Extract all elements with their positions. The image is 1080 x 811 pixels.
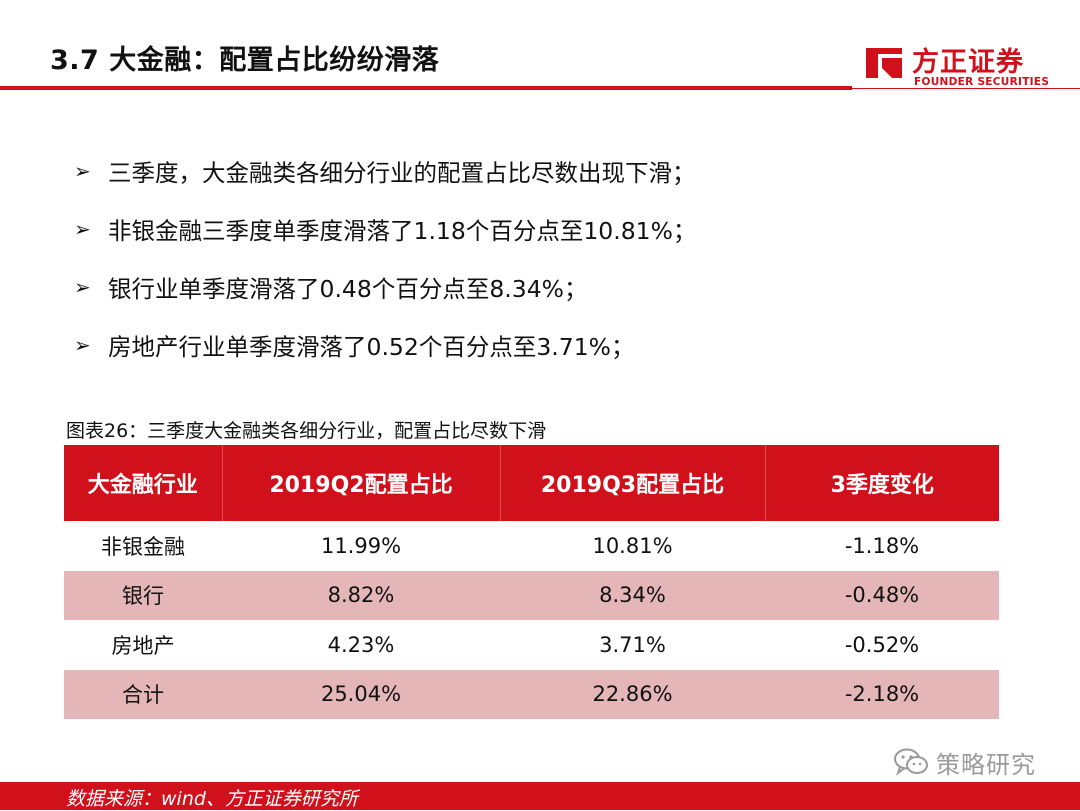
cell-q3-share: 10.81% [592, 533, 673, 558]
cell-q2-share: 25.04% [222, 669, 500, 719]
arrow-right-icon: ➢ [74, 333, 91, 357]
logo-name-en: FOUNDER SECURITIES [914, 76, 1050, 88]
table-caption: 图表26：三季度大金融类各细分行业，配置占比尽数下滑 [66, 420, 547, 442]
logo-name-cn: 方正证券 [912, 47, 1024, 78]
bullet-item: ➢ 三季度，大金融类各细分行业的配置占比尽数出现下滑； [74, 142, 696, 200]
bullet-text: 非银金融三季度单季度滑落了1.18个百分点至10.81%； [108, 217, 697, 245]
cell-industry: 非银金融 [101, 534, 185, 559]
cell-change: -0.48% [765, 570, 999, 620]
header-q3-share: 2019Q3配置占比 [500, 445, 766, 521]
allocation-table: 大金融行业 2019Q2配置占比 2019Q3配置占比 3季度变化 非银金融 1… [64, 445, 999, 719]
arrow-right-icon: ➢ [74, 217, 91, 241]
cell-q3-share: 22.86% [500, 669, 765, 719]
cell-q2-share: 4.23% [327, 632, 395, 657]
wechat-icon [894, 748, 928, 776]
footer-bar: 数据来源：wind、方正证券研究所 [0, 782, 1080, 810]
bullet-text: 房地产行业单季度滑落了0.52个百分点至3.71%； [108, 333, 635, 361]
data-source-note: 数据来源：wind、方正证券研究所 [66, 788, 358, 810]
cell-q2-share: 8.82% [222, 570, 500, 620]
company-logo: 方正证券 FOUNDER SECURITIES [862, 40, 1062, 90]
wechat-watermark: 策略研究 [892, 744, 1036, 780]
header-q2-share: 2019Q2配置占比 [222, 445, 501, 521]
table-row: 银行 8.82% 8.34% -0.48% [64, 570, 999, 620]
bullet-item: ➢ 房地产行业单季度滑落了0.52个百分点至3.71%； [74, 316, 696, 374]
cell-industry: 银行 [64, 570, 222, 620]
bullet-text: 银行业单季度滑落了0.48个百分点至8.34%； [108, 275, 588, 303]
cell-change: -1.18% [844, 533, 920, 558]
bullet-text: 三季度，大金融类各细分行业的配置占比尽数出现下滑； [108, 159, 696, 187]
cell-q2-share: 11.99% [320, 533, 402, 558]
table-row: 合计 25.04% 22.86% -2.18% [64, 669, 999, 719]
cell-q3-share: 3.71% [599, 632, 666, 657]
table-row: 非银金融 11.99% 10.81% -1.18% [64, 521, 999, 571]
table-header-row: 大金融行业 2019Q2配置占比 2019Q3配置占比 3季度变化 [64, 445, 999, 521]
arrow-right-icon: ➢ [74, 275, 91, 299]
page-title: 3.7 大金融：配置占比纷纷滑落 [50, 45, 440, 76]
cell-q3-share: 8.34% [500, 570, 765, 620]
cell-industry: 合计 [64, 669, 222, 719]
table-row: 房地产 4.23% 3.71% -0.52% [64, 620, 999, 670]
title-divider [0, 86, 852, 90]
arrow-right-icon: ➢ [74, 159, 91, 183]
header-q3-change: 3季度变化 [765, 445, 999, 521]
cell-change: -2.18% [765, 669, 999, 719]
cell-change: -0.52% [844, 632, 920, 657]
founder-logo-icon [866, 48, 902, 78]
bullet-item: ➢ 银行业单季度滑落了0.48个百分点至8.34%； [74, 258, 696, 316]
bullet-item: ➢ 非银金融三季度单季度滑落了1.18个百分点至10.81%； [74, 200, 696, 258]
header-industry: 大金融行业 [64, 445, 223, 521]
title-divider-thin [852, 88, 1080, 89]
cell-industry: 房地产 [111, 633, 175, 658]
watermark-text: 策略研究 [936, 750, 1036, 779]
bullet-list: ➢ 三季度，大金融类各细分行业的配置占比尽数出现下滑； ➢ 非银金融三季度单季度滑落… [74, 142, 696, 374]
